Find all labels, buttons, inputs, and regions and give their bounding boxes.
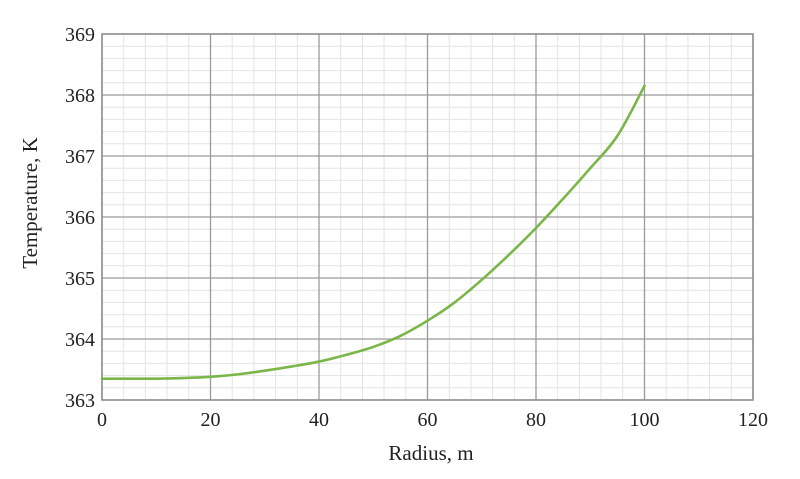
x-tick-label: 20	[201, 409, 221, 431]
x-tick-label: 100	[630, 409, 660, 431]
x-axis-label: Radius, m	[388, 441, 473, 465]
y-tick-label: 363	[65, 390, 95, 412]
y-tick-labels: 363 364 365 366 367 368 369	[65, 24, 95, 412]
temperature-line	[100, 84, 646, 380]
x-tick-label: 120	[738, 409, 768, 431]
x-tick-label: 0	[97, 409, 107, 431]
y-tick-label: 364	[65, 329, 95, 351]
y-tick-label: 366	[65, 207, 95, 229]
x-tick-label: 60	[418, 409, 438, 431]
y-tick-label: 369	[65, 24, 95, 46]
y-tick-label: 367	[65, 146, 95, 168]
plot-border	[101, 33, 754, 401]
x-tick-label: 40	[309, 409, 329, 431]
y-axis-label: Temperature, K	[18, 137, 42, 268]
x-tick-labels: 0 20 40 60 80 100 120	[97, 409, 768, 431]
y-tick-label: 368	[65, 85, 95, 107]
x-tick-label: 80	[526, 409, 546, 431]
y-tick-label: 365	[65, 268, 95, 290]
